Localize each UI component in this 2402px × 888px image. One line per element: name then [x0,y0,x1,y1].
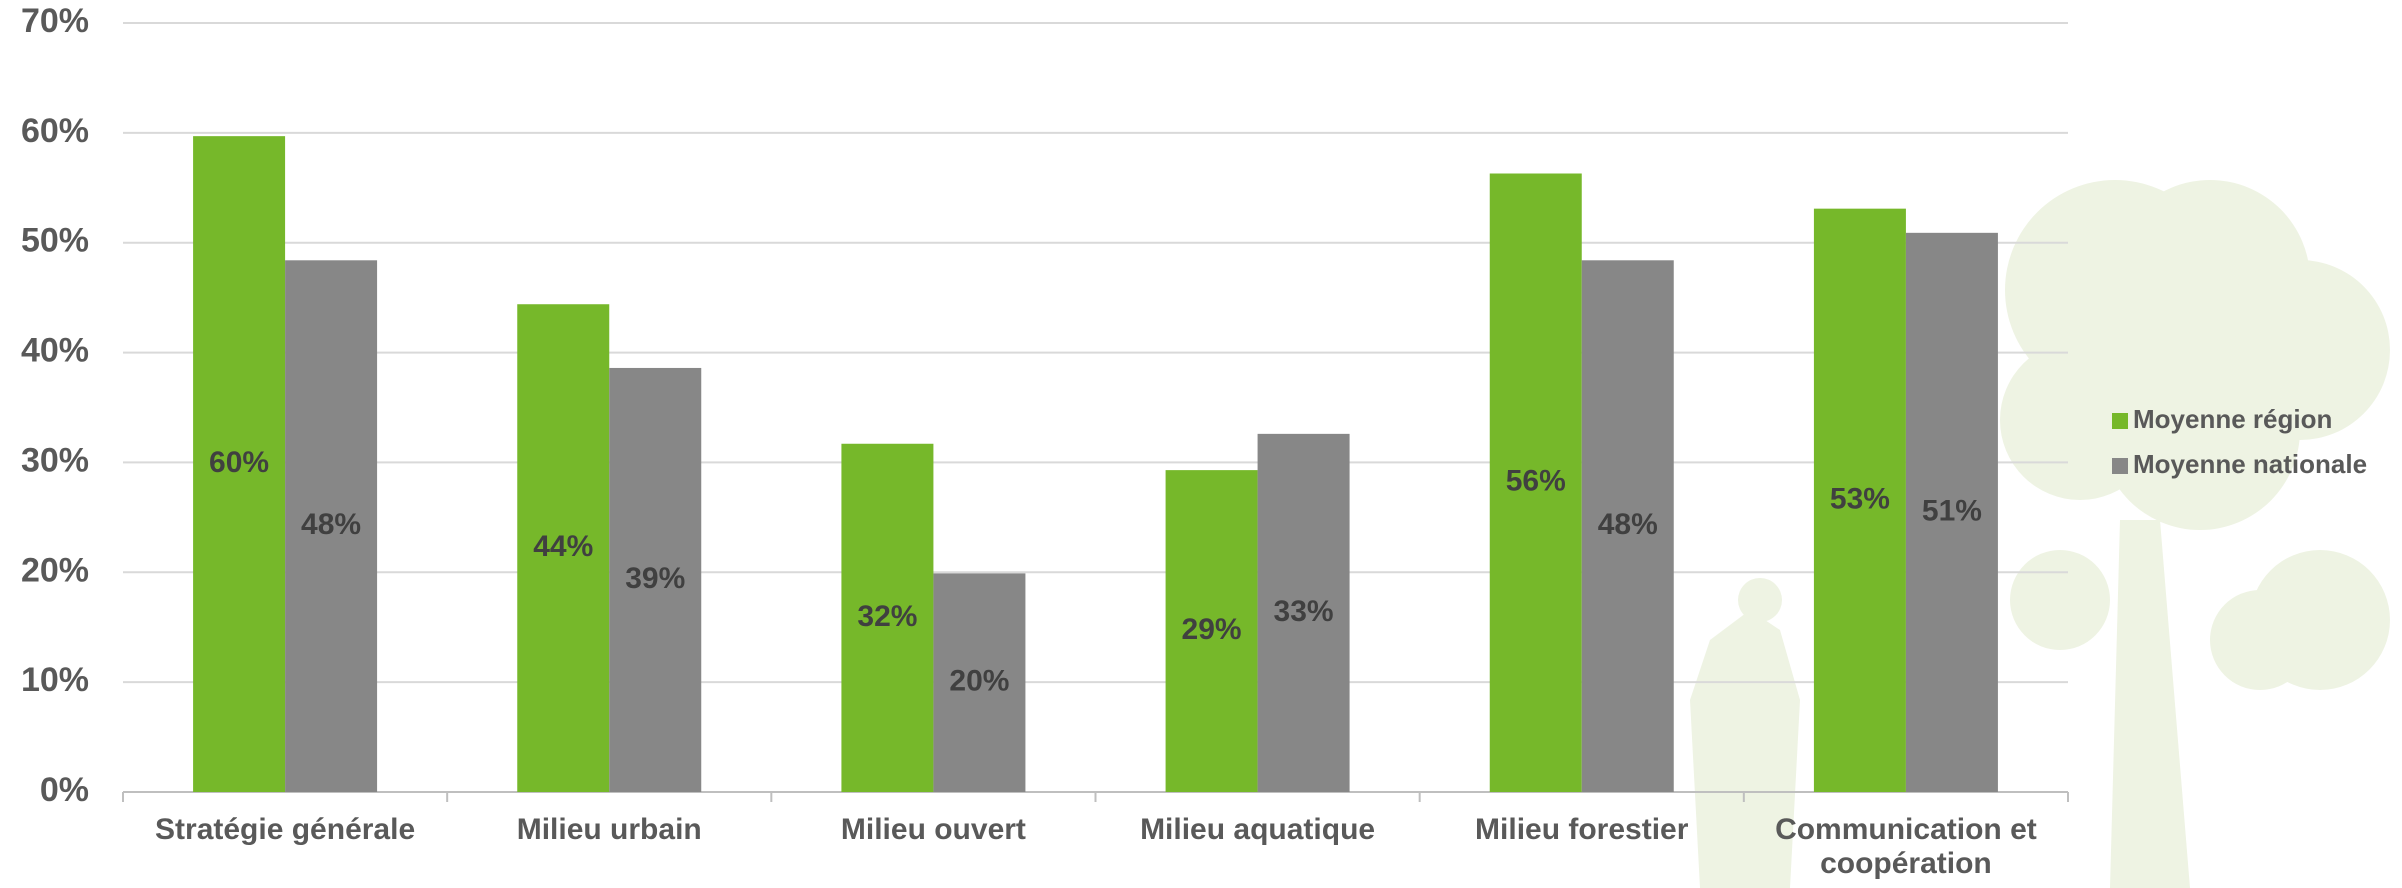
bar [841,443,934,792]
data-label: 20% [949,665,1009,698]
legend-label: Moyenne nationale [2133,449,2367,479]
x-tick-label: Communication et coopération [1775,813,2037,880]
legend-label: Moyenne région [2133,404,2332,434]
bar [609,367,702,792]
data-label: 53% [1830,482,1890,515]
y-tick-label: 30% [21,441,89,479]
bar [1905,232,1998,792]
y-tick-label: 10% [21,661,89,699]
x-tick-label: Milieu ouvert [840,813,1026,846]
data-label: 51% [1922,494,1982,527]
bar [193,136,286,793]
data-label: 32% [857,600,917,633]
y-tick-label: 50% [21,222,89,260]
data-label: 56% [1506,465,1566,498]
data-label: 39% [625,562,685,595]
bar [1165,470,1258,792]
bar [1489,173,1582,793]
bar [1257,433,1350,792]
x-tick-label: Milieu aquatique [1140,813,1376,846]
tree-decoration [1690,180,2390,888]
x-tick-label: Stratégie générale [155,813,416,846]
data-label: 60% [209,446,269,479]
y-tick-label: 0% [40,771,89,809]
x-tick-label: Milieu urbain [516,813,702,846]
bar [1581,260,1674,792]
y-tick-label: 20% [21,551,89,589]
data-label: 29% [1182,613,1242,646]
x-tick-label: Milieu forestier [1475,813,1689,846]
data-label: 33% [1274,595,1334,628]
data-label: 44% [533,530,593,563]
bar [285,260,378,792]
y-tick-label: 40% [21,332,89,370]
y-tick-label: 70% [21,2,89,40]
legend-swatch [2112,458,2128,474]
bar [933,573,1026,792]
data-label: 48% [1598,508,1658,541]
bar [517,304,610,792]
bar [1813,208,1906,792]
data-label: 48% [301,508,361,541]
legend-swatch [2112,413,2128,429]
y-tick-label: 60% [21,112,89,150]
